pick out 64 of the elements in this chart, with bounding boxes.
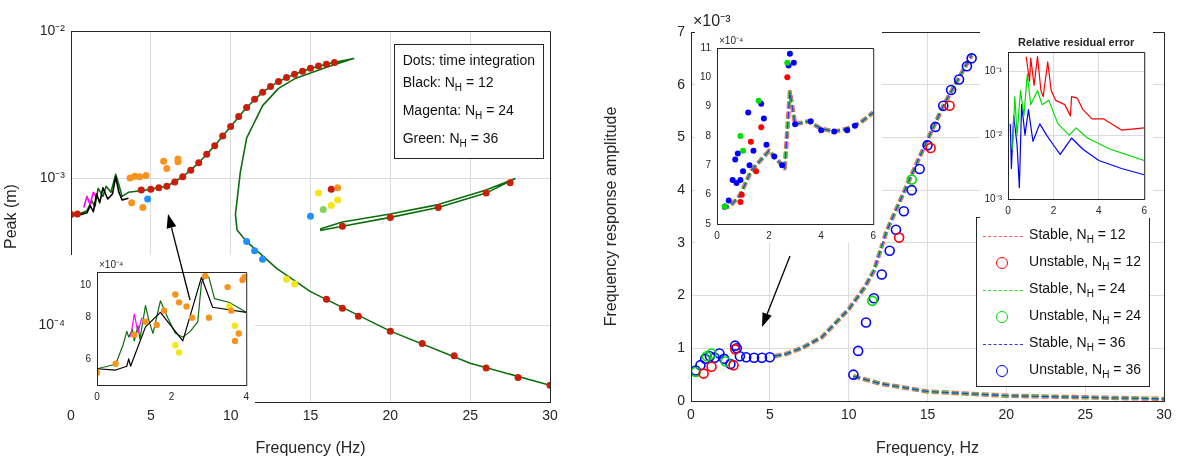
x-tick-label: 4 [818,229,825,241]
y-tick-label: 4 [677,181,686,197]
y-tick-label: 3 [677,233,686,250]
y-tick-label: 11 [700,41,712,53]
annotation: Dots: time integration [402,51,535,70]
legend-label: Unstable, N$_{H}$ = 36 [1029,361,1141,380]
x-tick-label: 4 [1096,204,1103,216]
x-axis-title: Frequency (Hz) [255,438,366,456]
x-tick-label: 4 [243,390,250,402]
x-tick-label: 0 [714,229,721,241]
x-tick-label: 15 [919,406,936,423]
legend-label: Unstable, N$_{H}$ = 12 [1029,253,1141,272]
x-tick-label: 10 [222,407,239,424]
x-tick-label: 6 [870,229,877,241]
y-tick-label: 1 [677,339,686,356]
x-tick-label: 5 [146,407,155,424]
x-tick-label: 5 [765,406,774,423]
y-tick-label: 10⁻² [39,21,66,38]
y-tick-label: 10 [79,279,92,291]
y-tick-label: 6 [85,352,92,364]
legend-label: Stable, N$_{H}$ = 36 [1029,334,1126,353]
x-tick-label: 10 [840,406,857,423]
x-tick-label: 25 [462,407,479,424]
y-tick-label: 9 [705,100,712,112]
y-tick-label: 10⁻² [984,128,1003,140]
x-tick-label: 30 [1156,406,1172,423]
y-tick-label: 10 [699,71,712,83]
annotation: ×10⁻⁴ [719,34,744,46]
y-tick-label: 10⁻³ [984,192,1003,204]
chart-title: Relative residual error [1018,35,1135,48]
legend-label: Stable, N$_{H}$ = 24 [1029,280,1126,299]
annotation: Black: N$_{H}$ = 12 [402,73,495,95]
x-tick-label: 6 [1141,204,1148,216]
annotation: Green: N$_{H}$ = 36 [402,128,500,151]
y-tick-label: 6 [677,75,686,92]
x-tick-label: 30 [542,407,558,424]
y-axis-title: Peak (m) [2,184,20,249]
x-tick-label: 20 [382,407,399,424]
y-tick-label: 6 [705,188,712,200]
x-tick-label: 0 [1005,204,1012,216]
y-tick-label: 2 [677,286,686,303]
y-axis-title: Frequency response amplitude [602,106,620,327]
x-tick-label: 0 [94,390,101,402]
text: ×10⁻³ [693,12,732,30]
x-tick-label: 25 [1077,406,1094,423]
x-tick-label: 15 [302,407,319,424]
x-tick-label: 2 [766,229,773,241]
annotation: ×10⁻⁴ [99,258,124,270]
y-tick-label: 5 [677,128,686,145]
y-tick-label: 7 [705,159,712,171]
y-tick-label: 5 [705,217,712,229]
x-tick-label: 2 [168,390,175,402]
y-tick-label: 10⁻¹ [984,64,1003,76]
y-tick-label: 10⁻⁴ [38,315,65,332]
y-tick-label: 10⁻³ [39,168,66,185]
y-tick-label: 8 [85,311,92,323]
legend-label: Stable, N$_{H}$ = 12 [1029,226,1126,245]
y-tick-label: 7 [677,22,686,39]
x-tick-label: 2 [1050,204,1057,216]
x-tick-label: 20 [998,406,1015,423]
x-axis-title: Frequency, Hz [876,438,979,456]
annotation: Magenta: N$_{H}$ = 24 [402,100,515,123]
y-tick-label: 8 [705,129,712,141]
legend-label: Unstable, N$_{H}$ = 24 [1029,307,1141,326]
